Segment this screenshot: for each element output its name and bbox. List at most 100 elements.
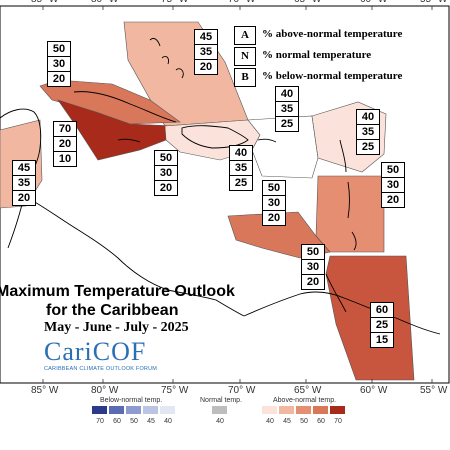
prob-box-turks-caicos: 40 35 25 bbox=[275, 86, 299, 132]
lon-label-top-85: 85° W bbox=[31, 0, 58, 5]
prob-box-jamaica-south: 50 30 20 bbox=[154, 150, 178, 196]
prob-below: 20 bbox=[159, 182, 173, 194]
scale-tick-above-70: 70 bbox=[334, 418, 342, 425]
zone-windward bbox=[315, 175, 385, 253]
lon-label-bottom-65: 65° W bbox=[294, 385, 322, 396]
prob-box-leeward: 40 35 25 bbox=[356, 109, 380, 155]
prob-box-guianas: 60 25 15 bbox=[370, 302, 394, 348]
map-title: Maximum Temperature Outlook bbox=[0, 283, 235, 300]
scale-tick-below-60: 60 bbox=[113, 418, 121, 425]
prob-normal: 35 bbox=[13, 176, 35, 191]
key-letter-below: B bbox=[234, 68, 256, 87]
scale-swatch-below-60 bbox=[109, 406, 124, 414]
prob-above: 50 bbox=[302, 245, 324, 260]
prob-below: 20 bbox=[17, 192, 31, 204]
prob-normal: 30 bbox=[382, 178, 404, 193]
scale-swatch-below-40 bbox=[160, 406, 175, 414]
scale-tick-normal-40: 40 bbox=[216, 418, 224, 425]
prob-below: 25 bbox=[280, 118, 294, 130]
prob-above: 45 bbox=[195, 30, 217, 45]
prob-below: 25 bbox=[234, 177, 248, 189]
lon-label-top-75: 75° W bbox=[161, 0, 188, 5]
scale-swatch-above-45 bbox=[279, 406, 294, 414]
lon-label-top-55: 55° W bbox=[420, 0, 447, 5]
lon-label-top-80: 80° W bbox=[91, 0, 118, 5]
prob-above: 50 bbox=[382, 163, 404, 178]
prob-box-trinidad: 50 30 20 bbox=[301, 244, 325, 290]
key-letter-above: A bbox=[234, 26, 256, 45]
prob-box-cuba: 50 30 20 bbox=[47, 41, 71, 87]
scale-swatch-above-50 bbox=[296, 406, 311, 414]
prob-above: 70 bbox=[54, 122, 76, 137]
forecast-period: May - June - July - 2025 bbox=[44, 320, 189, 335]
prob-below: 20 bbox=[306, 276, 320, 288]
prob-normal: 35 bbox=[230, 161, 252, 176]
prob-normal: 35 bbox=[195, 45, 217, 60]
key-text-above: % above-normal temperature bbox=[262, 28, 403, 40]
caricof-logo-word: CariCOF bbox=[44, 337, 147, 366]
map-subtitle: for the Caribbean bbox=[46, 302, 179, 319]
prob-below: 20 bbox=[267, 212, 281, 224]
scale-swatch-above-60 bbox=[313, 406, 328, 414]
caricof-logo-subtitle: CARIBBEAN CLIMATE OUTLOOK FORUM bbox=[44, 366, 158, 372]
prob-above: 60 bbox=[371, 303, 393, 318]
prob-normal: 30 bbox=[48, 57, 70, 72]
prob-above: 50 bbox=[155, 151, 177, 166]
scale-above-title: Above-normal temp. bbox=[273, 397, 337, 404]
prob-below: 15 bbox=[375, 334, 389, 346]
scale-swatch-below-50 bbox=[126, 406, 141, 414]
prob-below: 25 bbox=[361, 141, 375, 153]
lon-label-bottom-80: 80° W bbox=[91, 385, 119, 396]
prob-below: 20 bbox=[199, 61, 213, 73]
prob-box-windward: 50 30 20 bbox=[381, 162, 405, 208]
lon-label-top-65: 65° W bbox=[294, 0, 321, 5]
caricof-logo: CariCOF CARIBBEAN CLIMATE OUTLOOK FORUM bbox=[44, 339, 174, 373]
lon-label-bottom-85: 85° W bbox=[31, 385, 59, 396]
lon-label-top-70: 70° W bbox=[228, 0, 255, 5]
scale-tick-below-50: 50 bbox=[130, 418, 138, 425]
key-text-normal: % normal temperature bbox=[262, 49, 372, 61]
scale-tick-above-45: 45 bbox=[283, 418, 291, 425]
prob-above: 50 bbox=[48, 42, 70, 57]
prob-box-cayman-jamaica: 70 20 10 bbox=[53, 121, 77, 167]
prob-above: 40 bbox=[357, 110, 379, 125]
scale-below-title: Below-normal temp. bbox=[100, 397, 163, 404]
prob-below: 20 bbox=[386, 194, 400, 206]
lon-label-bottom-75: 75° W bbox=[161, 385, 189, 396]
prob-normal: 35 bbox=[276, 102, 298, 117]
scale-swatch-normal-40 bbox=[212, 406, 227, 414]
lon-label-bottom-60: 60° W bbox=[360, 385, 388, 396]
scale-swatch-below-45 bbox=[143, 406, 158, 414]
scale-tick-below-40: 40 bbox=[164, 418, 172, 425]
prob-box-belize: 45 35 20 bbox=[12, 160, 36, 206]
scale-tick-above-40: 40 bbox=[266, 418, 274, 425]
scale-swatch-below-70 bbox=[92, 406, 107, 414]
prob-normal: 20 bbox=[54, 137, 76, 152]
prob-below: 10 bbox=[58, 153, 72, 165]
prob-box-hispaniola: 40 35 25 bbox=[229, 145, 253, 191]
prob-normal: 25 bbox=[371, 318, 393, 333]
key-text-below: % below-normal temperature bbox=[262, 70, 403, 82]
scale-swatch-above-70 bbox=[330, 406, 345, 414]
prob-above: 45 bbox=[13, 161, 35, 176]
prob-normal: 30 bbox=[155, 166, 177, 181]
lon-label-bottom-55: 55° W bbox=[420, 385, 448, 396]
prob-box-abc: 50 30 20 bbox=[262, 180, 286, 226]
key-letter-normal: N bbox=[234, 47, 256, 66]
prob-normal: 30 bbox=[263, 196, 285, 211]
scale-tick-above-50: 50 bbox=[300, 418, 308, 425]
scale-tick-above-60: 60 bbox=[317, 418, 325, 425]
scale-tick-below-45: 45 bbox=[147, 418, 155, 425]
prob-normal: 35 bbox=[357, 125, 379, 140]
scale-swatch-above-40 bbox=[262, 406, 277, 414]
lon-label-bottom-70: 70° W bbox=[228, 385, 256, 396]
prob-normal: 30 bbox=[302, 260, 324, 275]
coastlines bbox=[0, 37, 441, 335]
prob-above: 50 bbox=[263, 181, 285, 196]
prob-above: 40 bbox=[276, 87, 298, 102]
prob-below: 20 bbox=[52, 73, 66, 85]
scale-normal-title: Normal temp. bbox=[200, 397, 243, 404]
prob-above: 40 bbox=[230, 146, 252, 161]
lon-label-top-60: 60° W bbox=[360, 0, 387, 5]
